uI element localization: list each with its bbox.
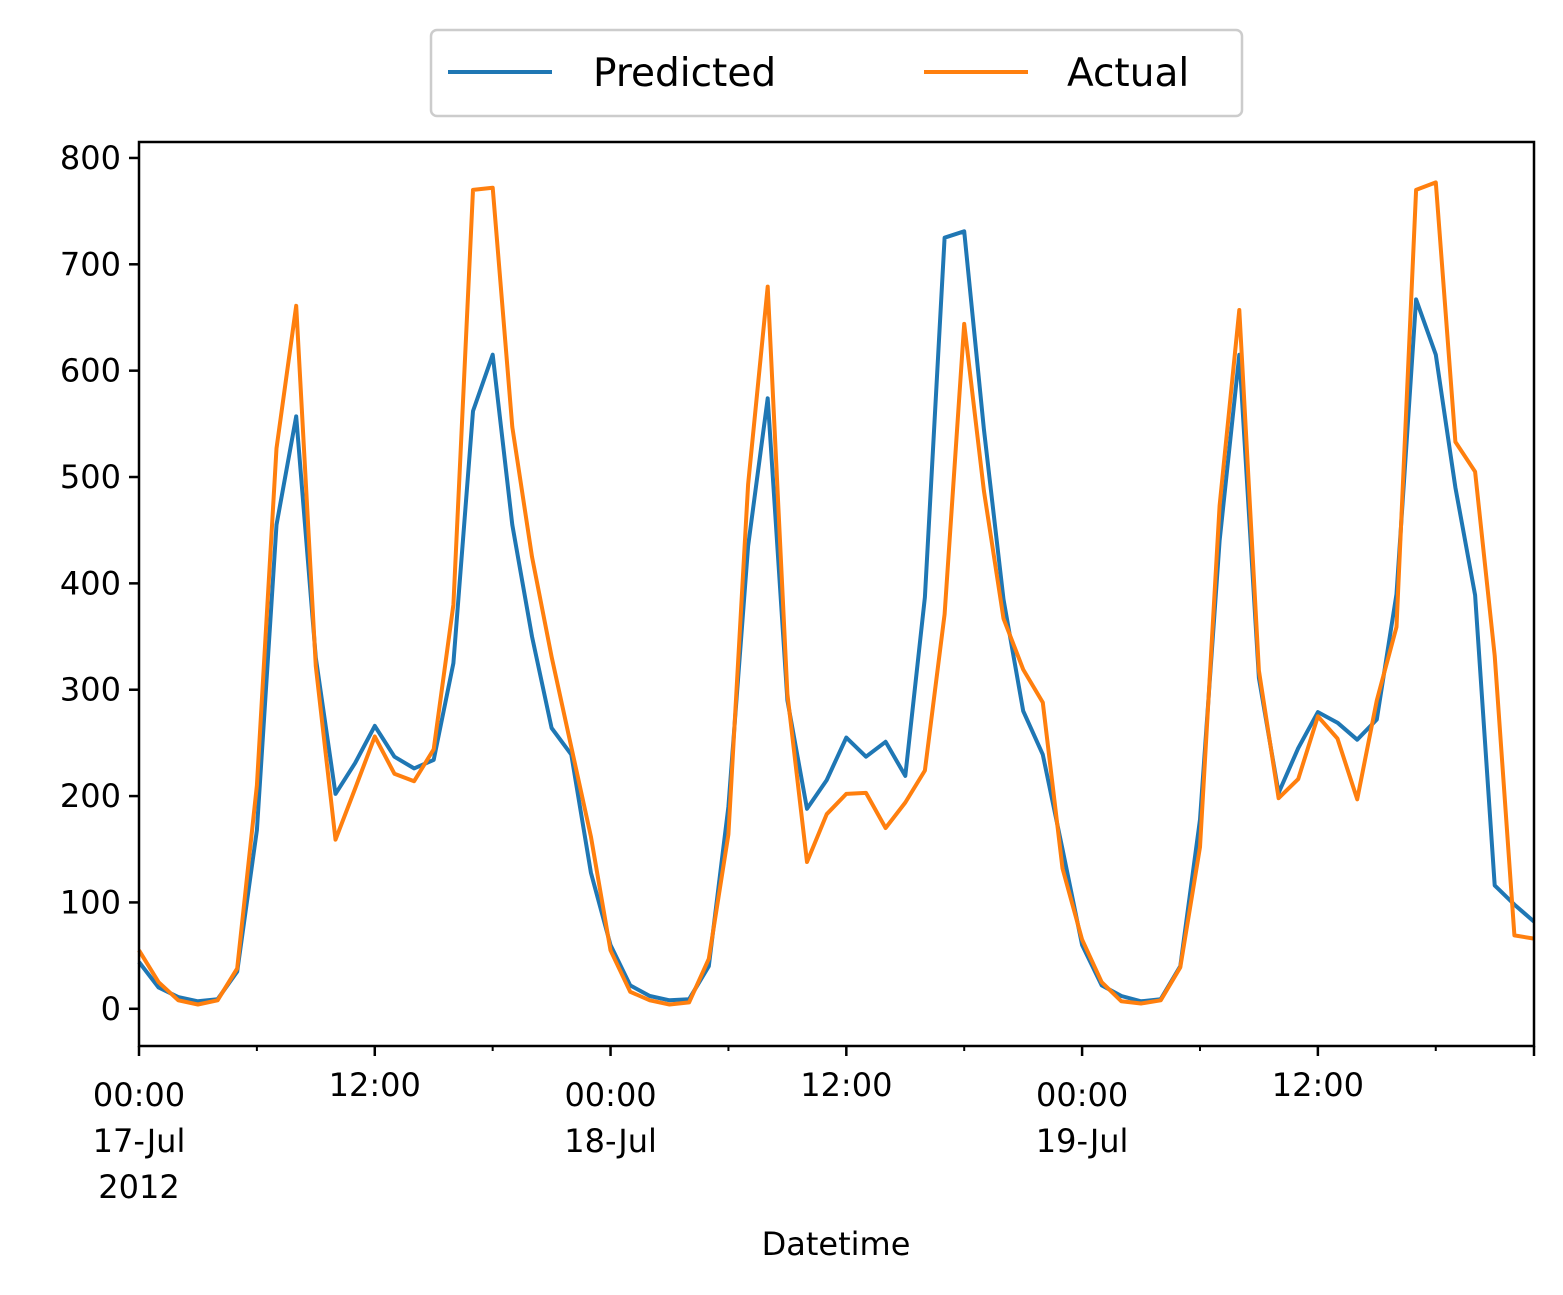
x-axis: 00:00 17-Jul 2012 12:00 00:00 18-Jul 12:00 00:0… — [93, 1046, 1536, 1206]
x-tick-label: 00:00 19-Jul — [1036, 1076, 1129, 1160]
y-tick-label: 800 — [60, 139, 121, 177]
legend: Predicted Actual — [429, 28, 1244, 118]
legend-label-actual: Actual — [1067, 51, 1189, 96]
y-tick-label: 700 — [60, 245, 121, 283]
y-tick-label: 0 — [101, 990, 121, 1028]
y-tick-label: 400 — [60, 564, 121, 602]
x-axis-label: Datetime — [762, 1225, 911, 1263]
y-tick-label: 500 — [60, 458, 121, 496]
x-tick-label: 12:00 — [1272, 1066, 1364, 1104]
y-tick-label: 600 — [60, 352, 121, 390]
x-tick-label: 12:00 — [329, 1066, 421, 1104]
plot-frame — [137, 140, 1536, 1048]
y-tick-label: 100 — [60, 883, 121, 921]
series-line-predicted — [137, 229, 1536, 1004]
y-tick-label: 300 — [60, 671, 121, 709]
y-tick-label: 200 — [60, 777, 121, 815]
series-lines — [137, 180, 1536, 1007]
x-tick-label: 00:00 18-Jul — [564, 1076, 657, 1160]
series-line-actual — [137, 180, 1535, 1007]
x-tick-label: 00:00 17-Jul 2012 — [93, 1076, 186, 1206]
y-axis: 0 100 200 300 400 500 600 700 800 — [60, 139, 139, 1028]
x-tick-label: 12:00 — [800, 1066, 892, 1104]
legend-label-predicted: Predicted — [593, 51, 776, 96]
legend-frame — [429, 28, 1244, 118]
